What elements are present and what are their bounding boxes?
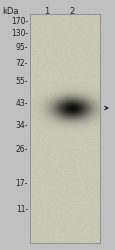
Text: 170-: 170- [11, 18, 28, 26]
Text: 55-: 55- [15, 78, 28, 86]
Text: 26-: 26- [16, 146, 28, 154]
Text: 72-: 72- [16, 58, 28, 68]
Text: 11-: 11- [16, 206, 28, 214]
Text: kDa: kDa [2, 7, 18, 16]
Text: 2: 2 [69, 7, 74, 16]
Text: 95-: 95- [15, 42, 28, 51]
Text: 130-: 130- [11, 28, 28, 38]
Text: 1: 1 [44, 7, 49, 16]
Text: 43-: 43- [15, 98, 28, 108]
Text: 17-: 17- [16, 178, 28, 188]
Text: 34-: 34- [15, 122, 28, 130]
